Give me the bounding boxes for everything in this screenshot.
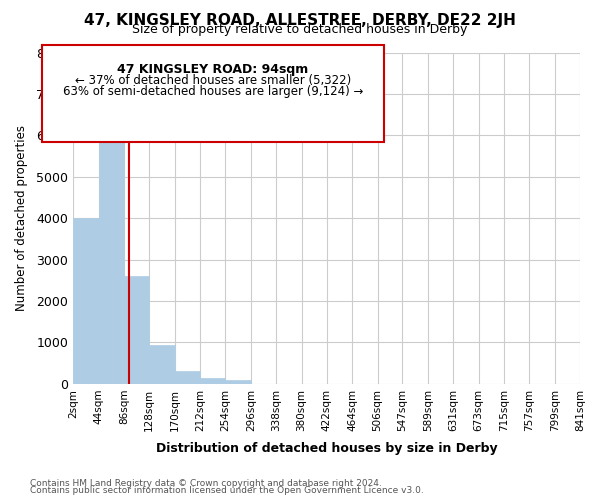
Y-axis label: Number of detached properties: Number of detached properties [15,125,28,311]
Bar [124,276,149,384]
Text: Size of property relative to detached houses in Derby: Size of property relative to detached ho… [133,22,467,36]
Text: 47 KINGSLEY ROAD: 94sqm: 47 KINGSLEY ROAD: 94sqm [118,62,308,76]
X-axis label: Distribution of detached houses by size in Derby: Distribution of detached houses by size … [156,442,497,455]
Text: Contains HM Land Registry data © Crown copyright and database right 2024.: Contains HM Land Registry data © Crown c… [30,478,382,488]
Text: ← 37% of detached houses are smaller (5,322): ← 37% of detached houses are smaller (5,… [75,74,351,87]
Bar [73,218,98,384]
Bar [149,344,175,384]
Text: 63% of semi-detached houses are larger (9,124) →: 63% of semi-detached houses are larger (… [63,85,363,98]
Bar [200,378,226,384]
Bar [226,380,251,384]
Bar [175,370,200,384]
Text: Contains public sector information licensed under the Open Government Licence v3: Contains public sector information licen… [30,486,424,495]
Bar [98,110,124,384]
Text: 47, KINGSLEY ROAD, ALLESTREE, DERBY, DE22 2JH: 47, KINGSLEY ROAD, ALLESTREE, DERBY, DE2… [84,12,516,28]
